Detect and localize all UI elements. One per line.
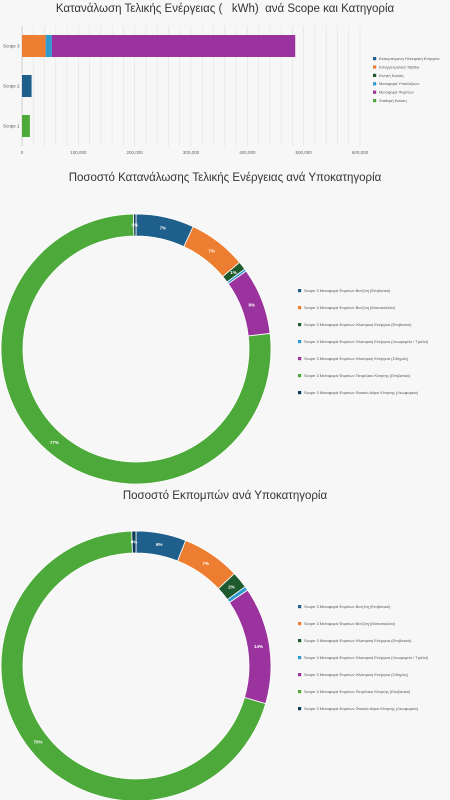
legend-swatch: [373, 90, 377, 94]
slice-percent-label: 7%: [202, 561, 209, 566]
slice-percent-label: 7%: [208, 248, 215, 253]
legend-label: Κινητή Καύση: [379, 73, 404, 78]
legend-label: Μεταφορά Φορτίων: [379, 90, 414, 95]
legend-label: Scope 3 Μεταφορά Φορτίων Βενζίνη (Μοτοσι…: [304, 305, 396, 310]
donut-slice: [131, 530, 137, 554]
legend-label: Scope 3 Μεταφορά Φορτίων Ηλεκτρική Ενέργ…: [304, 672, 409, 677]
slice-percent-label: 70%: [34, 740, 43, 745]
x-tick-label: 600,000: [352, 150, 369, 155]
x-tick-label: 500,000: [296, 150, 313, 155]
legend-label: Scope 3 Μεταφορά Φορτίων Ηλεκτρική Ενέργ…: [304, 339, 429, 344]
slice-percent-label: 6%: [156, 542, 163, 547]
category-label: Scope 3: [3, 44, 20, 49]
legend-swatch: [373, 99, 377, 103]
legend-label: Scope 3 Μεταφορά Φορτίων Ηλεκτρική Ενέργ…: [304, 655, 429, 660]
category-label: Scope 1: [3, 124, 20, 129]
category-label: Scope 2: [3, 84, 20, 89]
legend-label: Επαγγελματικά Ταξίδια: [379, 64, 420, 69]
legend-swatch: [373, 65, 377, 69]
donut-slice: [0, 213, 272, 485]
legend-label: Scope 3 Μεταφορά Φορτίων Βενζίνη (Επιβατ…: [304, 288, 391, 293]
bar-segment: [22, 75, 32, 97]
energy-by-subcategory-chart-panel: Ποσοστό Κατανάλωσης Τελικής Ενέργειας αν…: [0, 168, 450, 485]
legend-swatch: [298, 323, 302, 327]
x-tick-label: 0: [21, 150, 24, 155]
legend-swatch: [298, 673, 302, 677]
legend-swatch: [298, 340, 302, 344]
bar-segment: [51, 35, 296, 57]
legend-label: Scope 3 Μεταφορά Φορτίων Βενζίνη (Επιβατ…: [304, 604, 391, 609]
legend-label: Scope 3 Μεταφορά Φορτίων Ηλεκτρική Ενέργ…: [304, 322, 412, 327]
slice-percent-label: 14%: [254, 644, 263, 649]
donut-chart: 6% 7% 2% 14% 70% 0% Scope 3 Μεταφορά Φορτίων Β…: [0, 530, 429, 800]
x-tick-label: 100,000: [70, 150, 87, 155]
legend-label: Scope 3 Μεταφορά Φορτίων Φυσικό Αέριο Κί…: [304, 390, 419, 395]
legend-label: Scope 3 Μεταφορά Φορτίων Ηλεκτρική Ενέργ…: [304, 356, 409, 361]
slice-percent-label: 0%: [131, 540, 138, 545]
slice-percent-label: 2%: [228, 585, 235, 590]
slice-percent-label: 7%: [160, 226, 167, 231]
legend-swatch: [298, 622, 302, 626]
x-tick-label: 300,000: [183, 150, 200, 155]
legend-label: Μεταφορά Υπαλλήλων: [379, 81, 419, 86]
legend-swatch: [298, 656, 302, 660]
chart-title: Ποσοστό Κατανάλωσης Τελικής Ενέργειας αν…: [68, 172, 382, 184]
stacked-bar-chart: 0 100,000 200,000 300,000 400,000 500,000 600,…: [3, 26, 440, 155]
legend-label: Εκπεμπόμενη Ηλεκτρική Ενέργεια: [379, 56, 440, 61]
bar-segment: [22, 115, 30, 137]
legend-label: Scope 3 Μεταφορά Φορτίων Φυσικό Αέριο Κί…: [304, 706, 419, 711]
legend-swatch: [298, 690, 302, 694]
energy-by-scope-chart-panel: Κατανάλωση Τελικής Ενέργειας ( kWh) ανά …: [0, 0, 450, 168]
x-tick-label: 400,000: [239, 150, 256, 155]
legend-swatch: [298, 374, 302, 378]
slice-percent-label: 8%: [249, 302, 256, 307]
legend-swatch: [298, 639, 302, 643]
x-tick-label: 200,000: [127, 150, 144, 155]
slice-percent-label: 1%: [230, 270, 237, 275]
slice-percent-label: 77%: [50, 440, 59, 445]
legend-swatch: [373, 57, 377, 61]
legend-swatch: [298, 289, 302, 293]
legend-swatch: [298, 306, 302, 310]
legend-label: Scope 3 Μεταφορά Φορτίων Πετρέλαιο Κίνησ…: [304, 373, 411, 378]
legend-label: Σταθερή Καύση: [379, 98, 407, 103]
legend-label: Scope 3 Μεταφορά Φορτίων Πετρέλαιο Κίνησ…: [304, 689, 411, 694]
legend-label: Scope 3 Μεταφορά Φορτίων Βενζίνη (Μοτοσι…: [304, 621, 396, 626]
chart-title: Ποσοστό Εκπομπών ανά Υποκατηγορία: [122, 490, 328, 502]
legend-swatch: [298, 605, 302, 609]
legend-label: Scope 3 Μεταφορά Φορτίων Ηλεκτρική Ενέργ…: [304, 638, 412, 643]
legend-swatch: [373, 82, 377, 86]
chart-title: Κατανάλωση Τελικής Ενέργειας ( kWh) ανά …: [55, 3, 395, 15]
emissions-by-subcategory-chart-panel: Ποσοστό Εκπομπών ανά Υποκατηγορία 6% 7% 2%…: [0, 484, 450, 800]
legend-swatch: [298, 707, 302, 711]
donut-slice: [133, 213, 137, 237]
slice-percent-label: 0%: [132, 223, 139, 228]
donut-slice: [228, 589, 272, 705]
donut-chart: 7% 7% 1% 8% 77% 0% Scope 3 Μεταφορά Φορτίων Βε…: [0, 213, 429, 485]
legend-swatch: [298, 357, 302, 361]
legend-swatch: [373, 73, 377, 77]
bar-segment: [22, 35, 46, 57]
bar-segment: [45, 35, 52, 57]
legend-swatch: [298, 391, 302, 395]
